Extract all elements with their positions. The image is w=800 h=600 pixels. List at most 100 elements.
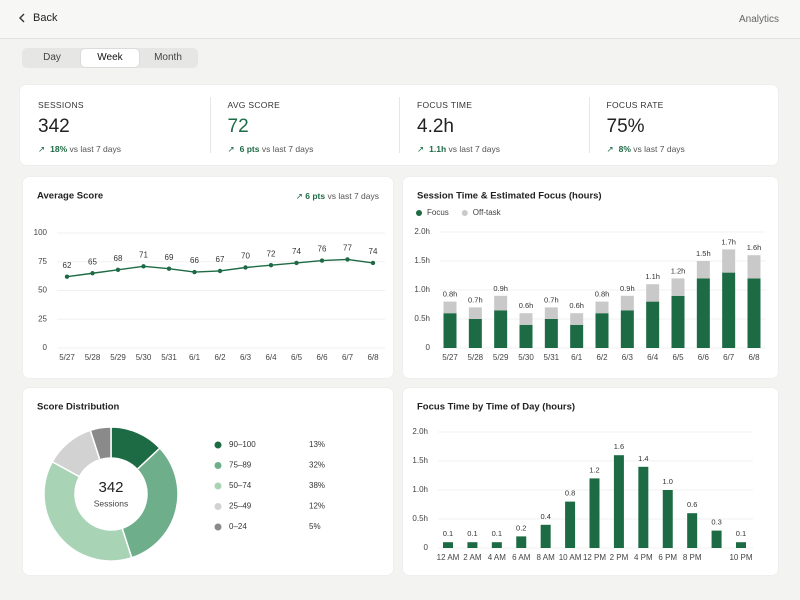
legend-swatch bbox=[214, 462, 222, 469]
value-label: 0.2 bbox=[516, 523, 526, 532]
annotation-text: vs last 7 days bbox=[328, 191, 380, 201]
value-label: 1.0 bbox=[663, 477, 673, 486]
bar-segment bbox=[620, 295, 634, 311]
kpi-delta: 6 pts vs last 7 days bbox=[228, 144, 400, 155]
kpi-delta-value: 18% bbox=[50, 144, 68, 154]
bar-segment bbox=[468, 307, 482, 319]
chart-card: Average Score ↗ 6 pts vs last 7 days 0 25 50… bbox=[23, 177, 393, 378]
bar-segment bbox=[494, 310, 508, 348]
legend-swatch bbox=[461, 210, 468, 216]
center-value: 342 bbox=[98, 479, 123, 496]
x-tick-label: 6/8 bbox=[367, 353, 379, 362]
bar-segment bbox=[595, 301, 609, 314]
bar bbox=[491, 542, 502, 548]
chart: Focus Time by Time of Day (hours) 0 0.5h 1.… bbox=[412, 402, 753, 562]
legend-value: 13% bbox=[309, 440, 325, 449]
x-tick-label: 6/6 bbox=[698, 353, 710, 362]
x-tick-label: 6/1 bbox=[571, 353, 583, 362]
bar-segment bbox=[671, 295, 685, 348]
value-label: 62 bbox=[63, 261, 72, 270]
y-tick-label: 1.5h bbox=[414, 256, 430, 265]
kpi-value: 342 bbox=[38, 116, 70, 137]
x-tick-label: 8 PM bbox=[683, 553, 702, 562]
kpi-delta: 1.1h vs last 7 days bbox=[417, 144, 589, 155]
legend-label: 90–100 bbox=[229, 440, 256, 449]
legend-value: 38% bbox=[309, 481, 325, 490]
x-tick-label: 6/3 bbox=[240, 353, 252, 362]
chart-title: Score Distribution bbox=[37, 402, 120, 413]
legend-value: 5% bbox=[309, 522, 321, 531]
point bbox=[141, 264, 146, 269]
bar-segment bbox=[722, 249, 736, 273]
legend-label: 50–74 bbox=[229, 481, 252, 490]
y-tick-label: 2.0h bbox=[412, 427, 428, 436]
value-label: 0.8 bbox=[565, 489, 575, 498]
tab[interactable]: Month bbox=[154, 52, 182, 63]
bar-segment bbox=[646, 301, 660, 348]
value-label: 72 bbox=[267, 249, 276, 258]
point bbox=[64, 274, 70, 279]
center-label: Sessions bbox=[94, 498, 129, 508]
total-label: 0.9h bbox=[620, 284, 635, 293]
bar-segment bbox=[544, 319, 558, 348]
value-label: 77 bbox=[343, 244, 352, 253]
bar-segment bbox=[696, 278, 710, 348]
bar-segment bbox=[570, 324, 584, 348]
chart-card: Score Distribution 90–100 13% 75–89 32% 50–74… bbox=[23, 388, 393, 575]
point bbox=[217, 268, 223, 274]
legend-value: 32% bbox=[309, 461, 325, 470]
tab[interactable]: Day bbox=[43, 52, 61, 63]
back-chevron bbox=[19, 13, 25, 23]
total-label: 0.7h bbox=[468, 295, 483, 304]
back-button[interactable]: Back bbox=[18, 12, 57, 24]
x-tick-label: 6/2 bbox=[214, 353, 226, 362]
x-tick-label: 6/7 bbox=[723, 353, 735, 362]
page-title: Analytics bbox=[738, 14, 779, 25]
legend-label: 25–49 bbox=[229, 502, 252, 511]
bar-segment bbox=[443, 313, 457, 348]
value-label: 66 bbox=[190, 256, 199, 265]
bar bbox=[540, 524, 551, 548]
x-tick-label: 6/1 bbox=[189, 353, 201, 362]
y-tick-label: 0.5h bbox=[414, 314, 430, 323]
tab[interactable]: Week bbox=[81, 49, 139, 67]
annotation-delta: 6 pts bbox=[305, 191, 325, 201]
kpi-delta-value: 8% bbox=[618, 144, 631, 154]
x-tick-label: 6 PM bbox=[658, 553, 677, 562]
value-label: 1.4 bbox=[638, 454, 648, 463]
chart-card: Session Time & Estimated Focus (hours) Fo… bbox=[403, 177, 778, 378]
x-tick-label: 12 AM bbox=[437, 553, 460, 562]
bar bbox=[443, 542, 453, 548]
legend-swatch bbox=[214, 482, 222, 490]
value-label: 67 bbox=[216, 255, 225, 264]
slice bbox=[89, 426, 112, 461]
bar-segment bbox=[468, 319, 482, 348]
x-tick-label: 5/31 bbox=[544, 353, 560, 362]
total-label: 0.6h bbox=[569, 301, 584, 310]
kpi-delta-note: vs last 7 days bbox=[448, 144, 501, 154]
bar bbox=[736, 542, 746, 548]
x-tick-label: 6/4 bbox=[265, 353, 277, 362]
x-tick-label: 5/27 bbox=[59, 353, 75, 362]
value-label: 69 bbox=[165, 253, 174, 262]
kpi-value: 4.2h bbox=[417, 116, 454, 137]
point bbox=[319, 258, 325, 263]
chart-title: Session Time & Estimated Focus (hours) bbox=[417, 191, 602, 202]
bar bbox=[662, 490, 673, 548]
kpi-delta-note: vs last 7 days bbox=[69, 144, 122, 154]
value-label: 68 bbox=[114, 254, 123, 263]
total-label: 0.9h bbox=[493, 284, 508, 293]
y-tick-label: 1.0h bbox=[414, 285, 430, 294]
legend-label: Off-task bbox=[473, 208, 502, 217]
period-tabs: Day Week Month bbox=[22, 48, 198, 68]
x-tick-label: 6/5 bbox=[291, 353, 303, 362]
y-tick-label: 0.5h bbox=[412, 514, 428, 523]
x-tick-label: 5/27 bbox=[442, 353, 458, 362]
chart: Average Score ↗ 6 pts vs last 7 days 0 25 50… bbox=[34, 191, 385, 362]
point bbox=[166, 266, 172, 271]
value-label: 0.1 bbox=[443, 529, 453, 538]
x-tick-label: 5/31 bbox=[161, 353, 177, 362]
slice bbox=[121, 447, 179, 559]
bar-segment bbox=[646, 284, 660, 302]
kpi: FOCUS TIME 4.2h 1.1h vs last 7 days bbox=[399, 85, 589, 165]
